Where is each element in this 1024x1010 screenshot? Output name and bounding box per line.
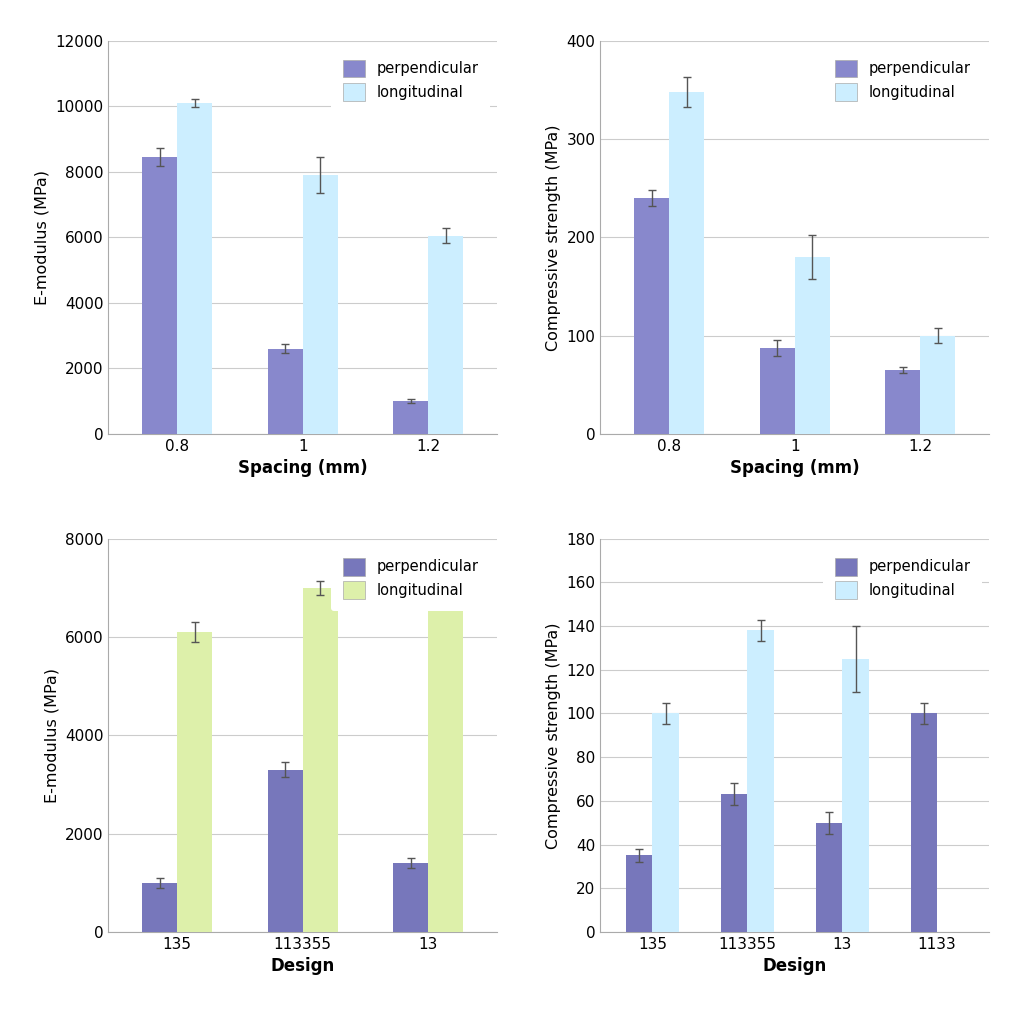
Bar [428,235,464,434]
Bar [795,257,829,434]
Bar [652,713,679,932]
Y-axis label: Compressive strength (MPa): Compressive strength (MPa) [546,124,561,350]
Bar [393,864,428,932]
Bar [748,630,774,932]
Bar [760,348,795,434]
Legend: perpendicular, longitudinal: perpendicular, longitudinal [823,48,982,113]
Legend: perpendicular, longitudinal: perpendicular, longitudinal [823,546,982,611]
Bar [142,883,177,932]
X-axis label: Design: Design [270,957,335,976]
Y-axis label: E-modulus (MPa): E-modulus (MPa) [44,668,59,803]
Bar [142,157,177,434]
Legend: perpendicular, longitudinal: perpendicular, longitudinal [331,48,489,113]
Y-axis label: E-modulus (MPa): E-modulus (MPa) [35,170,50,305]
X-axis label: Spacing (mm): Spacing (mm) [730,460,859,477]
Bar [393,401,428,434]
Bar [267,348,303,434]
Bar [177,103,212,434]
Bar [177,632,212,932]
Bar [303,175,338,434]
Bar [816,823,842,932]
Bar [303,588,338,932]
Bar [634,198,670,434]
X-axis label: Spacing (mm): Spacing (mm) [238,460,368,477]
Bar [721,794,748,932]
Bar [910,713,937,932]
Bar [885,370,921,434]
Bar [626,855,652,932]
Bar [842,659,868,932]
X-axis label: Design: Design [763,957,827,976]
Bar [921,335,955,434]
Bar [267,770,303,932]
Bar [428,595,464,932]
Y-axis label: Compressive strength (MPa): Compressive strength (MPa) [546,622,561,848]
Legend: perpendicular, longitudinal: perpendicular, longitudinal [331,546,489,611]
Bar [670,92,705,434]
